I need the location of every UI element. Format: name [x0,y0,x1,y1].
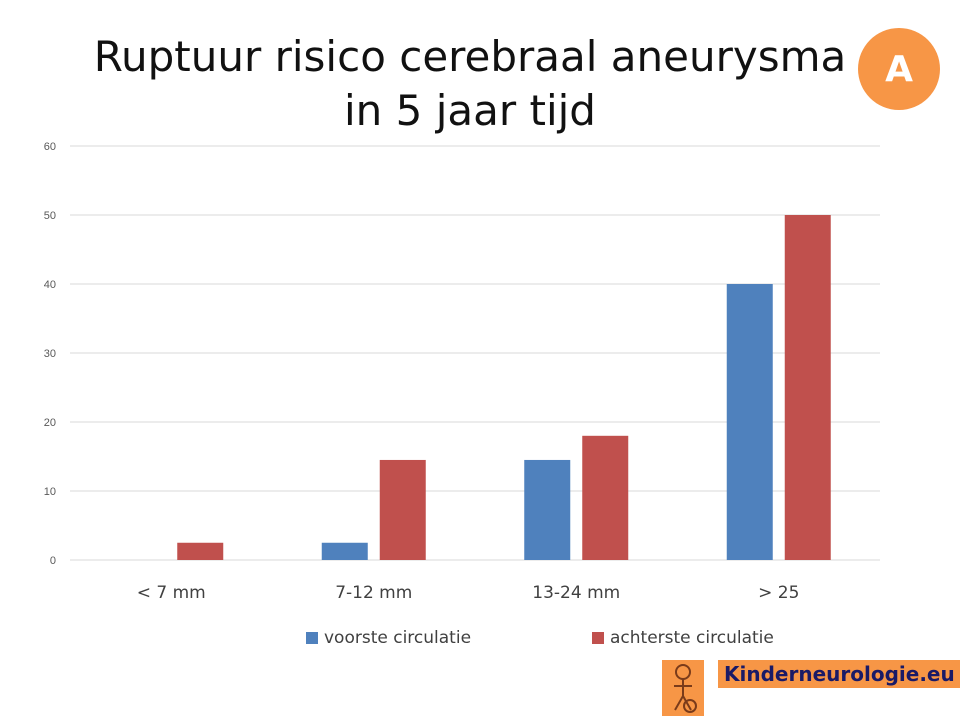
y-tick-label: 0 [50,555,56,567]
y-tick-label: 60 [44,141,56,153]
chart-title: Ruptuur risico cerebraal aneurysma in 5 … [70,30,870,138]
bar-achterste-2 [582,435,629,560]
legend-item-achterste: achterste circulatie [592,628,774,648]
x-tick-label: 13-24 mm [532,583,620,603]
child-figure-icon [662,660,704,716]
x-tick-label: > 25 [758,583,799,603]
x-tick-label: < 7 mm [137,583,206,603]
badge-label: A [885,48,913,90]
legend-swatch-achterste [592,632,604,644]
bar-voorste-2 [524,459,571,560]
legend-label-voorste: voorste circulatie [324,628,472,648]
y-tick-label: 40 [44,279,56,291]
bar-chart: 0 10 20 30 40 50 60 < 7 mm 7-12 mm 13-24 mm > 25 [44,141,880,603]
bar-achterste-0 [177,542,224,560]
bar-achterste-1 [379,459,426,560]
legend: voorste circulatie achterste circulatie [0,628,960,650]
y-tick-label: 20 [44,417,56,429]
y-tick-label: 30 [44,348,56,360]
bar-voorste-1 [321,542,368,560]
y-tick-label: 50 [44,210,56,222]
bar-achterste-3 [784,215,831,560]
badge-a: A [858,28,940,110]
legend-label-achterste: achterste circulatie [610,628,774,648]
logo-text: Kinderneurologie.eu [718,660,960,688]
y-tick-label: 10 [44,486,56,498]
legend-item-voorste: voorste circulatie [306,628,471,648]
x-axis-ticks: < 7 mm 7-12 mm 13-24 mm > 25 [137,583,800,603]
x-tick-label: 7-12 mm [335,583,412,603]
y-axis-ticks: 0 10 20 30 40 50 60 [44,141,56,567]
chart-title-line-1: Ruptuur risico cerebraal aneurysma [93,32,847,81]
bar-voorste-3 [726,284,773,560]
legend-swatch-voorste [306,632,318,644]
chart-title-line-2: in 5 jaar tijd [344,86,596,135]
bars [177,215,831,560]
